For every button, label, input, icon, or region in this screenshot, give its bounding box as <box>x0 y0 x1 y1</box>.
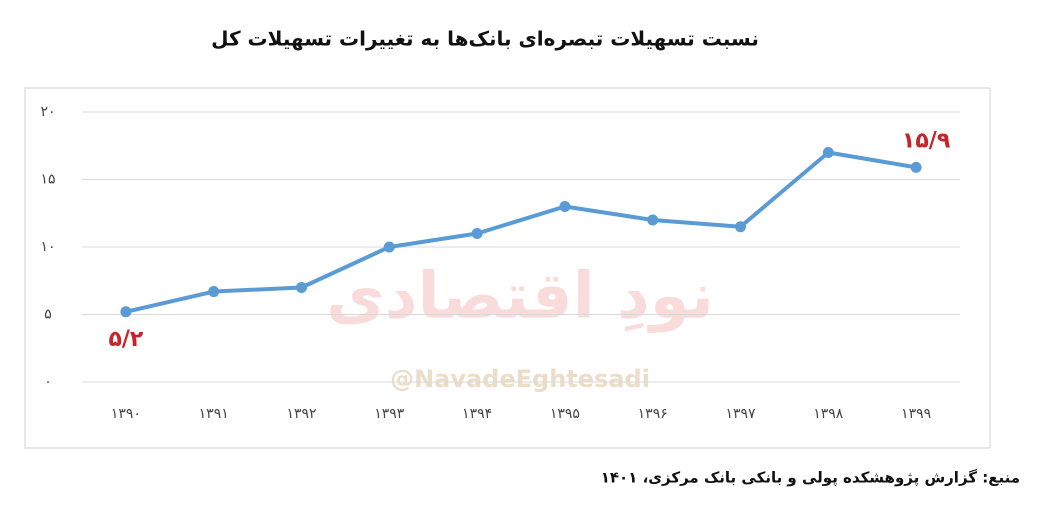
y-tick-label: ۲۰ <box>40 104 55 120</box>
x-tick-label: ۱۳۹۸ <box>813 406 844 422</box>
x-tick-label: ۱۳۹۱ <box>199 406 229 422</box>
data-point <box>735 221 746 233</box>
x-tick-label: ۱۳۹۰ <box>111 406 141 422</box>
data-label: ۵/۲ <box>108 327 143 352</box>
data-line <box>125 150 917 314</box>
data-label: ۱۵/۹ <box>902 128 950 153</box>
x-tick-label: ۱۳۹۹ <box>901 406 931 422</box>
y-tick-label: ۱۰ <box>40 239 55 255</box>
x-tick-label: ۱۳۹۷ <box>725 406 756 422</box>
y-tick-label: ۰ <box>44 374 52 390</box>
chart-title: نسبت تسهیلات تبصره‌ای بانک‌ها به تغییرات… <box>211 27 759 51</box>
y-tick-label: ۱۵ <box>40 172 55 188</box>
data-point <box>559 201 571 212</box>
y-tick-label: ۵ <box>44 307 52 323</box>
data-point <box>383 241 395 253</box>
chart-frame <box>24 87 991 449</box>
data-point <box>822 147 834 158</box>
x-tick-label: ۱۳۹۳ <box>374 406 405 422</box>
data-point <box>208 286 220 298</box>
data-point <box>471 228 483 239</box>
source-note: منبع: گزارش پژوهشکده پولی و بانکی بانک م… <box>601 469 1020 488</box>
data-point <box>910 161 922 173</box>
x-tick-label: ۱۳۹۴ <box>462 406 492 422</box>
x-tick-label: ۱۳۹۲ <box>286 406 316 422</box>
x-tick-label: ۱۳۹۵ <box>550 406 580 422</box>
x-tick-label: ۱۳۹۶ <box>638 406 668 422</box>
watermark: @NavadeEghtesadi <box>390 365 650 393</box>
watermark: نودِ اقتصادی <box>326 260 714 334</box>
data-point <box>120 306 132 318</box>
data-point <box>296 282 307 293</box>
data-point <box>647 214 659 226</box>
